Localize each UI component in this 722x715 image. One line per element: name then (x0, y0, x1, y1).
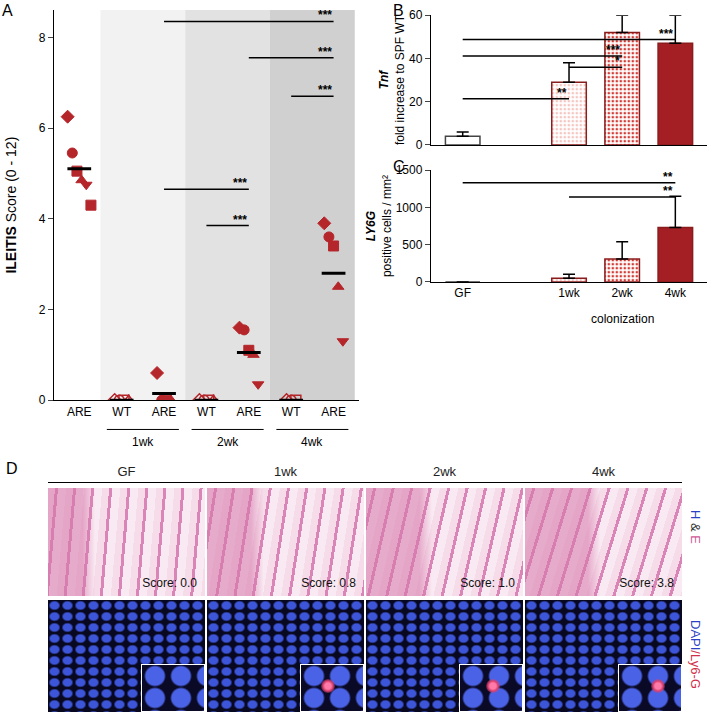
svg-text:ARE: ARE (67, 405, 92, 419)
svg-text:***: *** (318, 45, 332, 59)
svg-text:1wk: 1wk (132, 435, 154, 449)
svg-text:0: 0 (39, 393, 46, 407)
svg-text:6: 6 (39, 121, 46, 135)
html-text:GF: GF (117, 464, 136, 479)
html-text:D: D (6, 460, 18, 477)
svg-text:1000: 1000 (396, 201, 423, 215)
svg-text:Tnffold increase to SPF WT: Tnffold increase to SPF WT (377, 14, 407, 145)
svg-text:***: *** (318, 8, 332, 22)
html-text:DAPI: DAPI (688, 620, 703, 651)
svg-text:1wk: 1wk (558, 286, 580, 300)
svg-text:500: 500 (402, 238, 422, 252)
svg-text:40: 40 (409, 52, 423, 66)
html-text:/Ly6-G: /Ly6-G (688, 650, 703, 689)
svg-text:***: *** (233, 213, 247, 227)
svg-text:2wk: 2wk (217, 435, 239, 449)
svg-text:WT: WT (112, 405, 131, 419)
svg-text:4wk: 4wk (665, 286, 687, 300)
svg-text:WT: WT (282, 405, 301, 419)
html-text:H: H (688, 510, 703, 520)
svg-text:LY6Gpositive cells / mm²: LY6Gpositive cells / mm² (364, 175, 394, 277)
svg-text:**: ** (663, 170, 673, 184)
svg-text:colonization: colonization (591, 312, 654, 326)
svg-text:C: C (393, 158, 405, 175)
svg-text:60: 60 (409, 8, 423, 22)
svg-text:4wk: 4wk (301, 435, 323, 449)
svg-text:ARE: ARE (152, 405, 177, 419)
svg-text:0: 0 (416, 275, 423, 289)
svg-text:ILEITIS Score (0 - 12): ILEITIS Score (0 - 12) (3, 137, 19, 274)
html-text:1wk: 1wk (273, 464, 298, 479)
svg-text:ARE: ARE (321, 405, 346, 419)
svg-text:*: * (615, 54, 620, 68)
svg-text:4: 4 (39, 212, 46, 226)
svg-text:***: *** (318, 83, 332, 97)
html-text:Score: 1.0: Score: 1.0 (460, 576, 515, 590)
svg-text:A: A (2, 2, 13, 19)
html-text:2wk: 2wk (432, 464, 457, 479)
html-text:Score: 0.8: Score: 0.8 (301, 576, 356, 590)
svg-text:2: 2 (39, 303, 46, 317)
html-text:E: E (688, 531, 703, 544)
html-text:Score: 0.0: Score: 0.0 (142, 576, 197, 590)
svg-text:1500: 1500 (396, 163, 423, 177)
svg-text:**: ** (557, 86, 567, 100)
svg-text:**: ** (663, 184, 673, 198)
svg-text:B: B (393, 2, 404, 19)
svg-text:***: *** (606, 43, 620, 57)
html-text:4wk: 4wk (591, 464, 616, 479)
svg-text:2wk: 2wk (611, 286, 633, 300)
svg-text:0: 0 (416, 138, 423, 152)
svg-text:GF: GF (454, 286, 471, 300)
svg-text:***: *** (233, 176, 247, 190)
html-text:Score: 3.8: Score: 3.8 (619, 576, 674, 590)
svg-text:ARE: ARE (236, 405, 261, 419)
svg-text:WT: WT (197, 405, 216, 419)
svg-text:***: *** (659, 27, 673, 41)
svg-text:20: 20 (409, 95, 423, 109)
svg-text:8: 8 (39, 31, 46, 45)
